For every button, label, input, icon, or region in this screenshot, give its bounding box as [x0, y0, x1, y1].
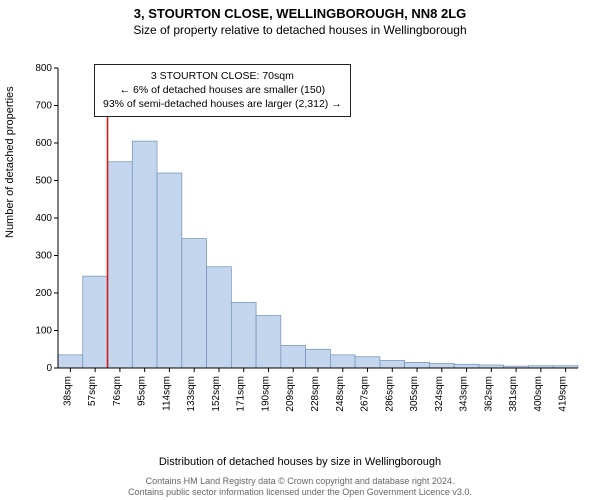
histogram-bar	[132, 141, 157, 368]
x-tick-label: 286sqm	[384, 376, 395, 412]
chart-title-line2: Size of property relative to detached ho…	[0, 23, 600, 37]
histogram-bar	[256, 316, 281, 369]
y-axis-label: Number of detached properties	[4, 86, 16, 238]
x-tick-label: 114sqm	[161, 376, 172, 411]
x-tick-label: 171sqm	[236, 376, 247, 412]
x-tick-label: 228sqm	[310, 376, 321, 412]
histogram-bar	[429, 364, 454, 369]
x-tick-label: 362sqm	[483, 376, 494, 412]
chart-title-line1: 3, STOURTON CLOSE, WELLINGBOROUGH, NN8 2…	[0, 6, 600, 21]
y-tick-label: 200	[35, 288, 52, 299]
x-tick-label: 324sqm	[434, 376, 445, 412]
y-tick-label: 0	[46, 363, 52, 374]
histogram-bar	[306, 349, 331, 368]
annotation-line2: ← 6% of detached houses are smaller (150…	[103, 83, 342, 97]
y-tick-label: 400	[35, 213, 52, 224]
x-tick-label: 38sqm	[62, 376, 73, 406]
x-tick-label: 133sqm	[186, 376, 197, 412]
histogram-bar	[207, 267, 232, 368]
histogram-bar	[355, 357, 380, 368]
y-tick-label: 100	[35, 326, 52, 337]
x-tick-label: 76sqm	[112, 376, 123, 406]
y-tick-label: 800	[35, 63, 52, 74]
footnote-line1: Contains HM Land Registry data © Crown c…	[0, 476, 600, 487]
y-tick-label: 600	[35, 138, 52, 149]
histogram-bar	[231, 302, 256, 368]
y-tick-label: 700	[35, 101, 52, 112]
x-tick-label: 381sqm	[508, 376, 519, 412]
x-tick-label: 95sqm	[137, 376, 148, 406]
histogram-bar	[108, 162, 133, 368]
y-tick-label: 500	[35, 176, 52, 187]
histogram-bar	[405, 362, 430, 368]
histogram-bar	[330, 355, 355, 368]
footnote-line2: Contains public sector information licen…	[0, 487, 600, 498]
x-tick-label: 152sqm	[211, 376, 222, 412]
y-tick-label: 300	[35, 251, 52, 262]
histogram-bar	[157, 173, 182, 368]
x-tick-label: 190sqm	[260, 376, 271, 412]
histogram-bar	[454, 364, 479, 368]
histogram-bar	[182, 239, 207, 368]
histogram-bar	[58, 355, 83, 368]
histogram-bar	[83, 276, 108, 368]
x-tick-label: 305sqm	[409, 376, 420, 412]
annotation-line1: 3 STOURTON CLOSE: 70sqm	[103, 69, 342, 83]
annotation-box: 3 STOURTON CLOSE: 70sqm ← 6% of detached…	[94, 64, 351, 117]
x-tick-label: 209sqm	[285, 376, 296, 412]
footnote: Contains HM Land Registry data © Crown c…	[0, 476, 600, 499]
x-tick-label: 400sqm	[533, 376, 544, 412]
histogram-bar	[281, 346, 306, 369]
histogram-bar	[380, 361, 405, 369]
x-tick-label: 343sqm	[459, 376, 470, 412]
x-tick-label: 267sqm	[360, 376, 371, 412]
annotation-line3: 93% of semi-detached houses are larger (…	[103, 97, 342, 111]
x-axis-label: Distribution of detached houses by size …	[0, 456, 600, 468]
x-tick-label: 57sqm	[87, 376, 98, 406]
x-tick-label: 419sqm	[558, 376, 569, 412]
x-tick-label: 248sqm	[335, 376, 346, 412]
